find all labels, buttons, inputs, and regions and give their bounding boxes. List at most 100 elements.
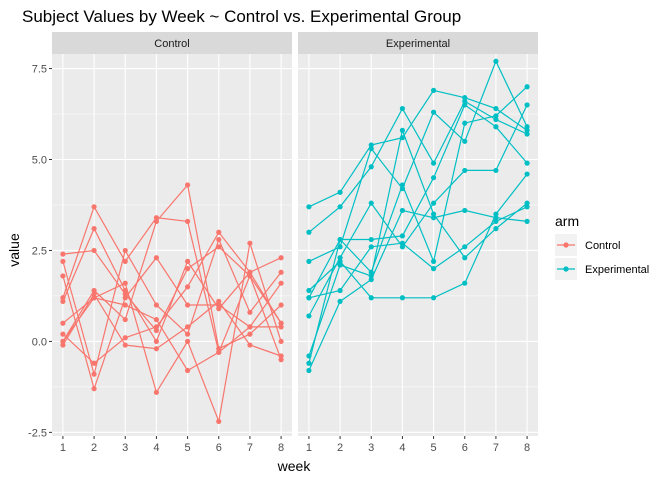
data-point	[247, 342, 253, 348]
data-point	[216, 236, 222, 243]
facet-strip	[298, 32, 538, 54]
data-point	[368, 295, 374, 301]
data-point	[184, 367, 191, 374]
legend: arm Control Experimental	[555, 213, 649, 280]
data-point	[122, 247, 128, 254]
series-line-2	[62, 205, 282, 355]
data-point	[306, 353, 312, 359]
data-point	[184, 182, 191, 188]
data-point	[524, 218, 530, 224]
data-point	[337, 262, 343, 268]
data-point	[184, 302, 191, 308]
data-point	[462, 207, 468, 214]
panel-background	[298, 54, 538, 436]
data-point	[184, 218, 191, 224]
data-point	[430, 109, 437, 115]
data-point	[493, 211, 499, 217]
data-point	[337, 236, 343, 243]
data-point	[60, 295, 66, 301]
data-point	[184, 338, 191, 345]
data-point	[60, 273, 66, 279]
data-point	[368, 273, 374, 279]
x-axis-title: week	[277, 458, 312, 474]
x-tick-label: 1	[60, 442, 66, 454]
x-tick-label: 8	[524, 442, 530, 454]
series-line-5	[62, 183, 282, 350]
data-point	[278, 320, 284, 326]
data-point	[337, 298, 343, 304]
data-point	[91, 226, 97, 232]
data-point	[399, 240, 406, 246]
panel-background	[52, 54, 292, 436]
series-line-4	[308, 86, 528, 299]
data-point	[184, 284, 191, 290]
data-point	[216, 298, 222, 304]
data-point	[399, 244, 406, 250]
facet-panel-control: Control 1 2 3 4 5 6 7 8 -2.5 0.0 2.5 5.0 7.5	[28, 32, 292, 454]
data-point	[306, 204, 312, 210]
x-tick-label: 7	[493, 442, 499, 454]
facet-strip-label: Control	[154, 38, 189, 50]
data-point	[493, 105, 499, 112]
x-tick-label: 4	[399, 442, 405, 454]
data-point	[216, 229, 222, 235]
data-point	[368, 164, 374, 170]
data-point	[524, 124, 530, 130]
data-point	[91, 287, 97, 294]
data-point	[122, 342, 128, 348]
data-point	[524, 171, 530, 177]
legend-label-experimental: Experimental	[585, 264, 649, 276]
data-point	[493, 215, 499, 221]
data-point	[524, 204, 530, 210]
series-line-4	[62, 246, 282, 360]
series-line-7	[62, 282, 282, 372]
x-tick-label: 8	[278, 442, 284, 454]
y-tick-label: 7.5	[32, 64, 47, 76]
legend-key-point	[563, 266, 569, 272]
data-point	[399, 182, 406, 188]
x-tick-label: 2	[337, 442, 343, 454]
data-point	[368, 269, 374, 275]
data-point	[153, 316, 160, 323]
data-point	[153, 218, 160, 224]
data-point	[430, 215, 437, 221]
data-point	[184, 266, 191, 272]
series-line-7	[308, 103, 528, 364]
y-tick-label: 5.0	[32, 155, 47, 167]
data-point	[399, 233, 406, 239]
data-point	[430, 160, 437, 166]
x-tick-label: 5	[431, 442, 437, 454]
data-point	[399, 295, 406, 301]
data-point	[247, 269, 253, 275]
data-point	[60, 338, 66, 345]
data-point	[153, 302, 160, 308]
data-point	[524, 127, 530, 133]
data-point	[399, 186, 406, 192]
y-tick-label: 2.5	[32, 245, 47, 257]
data-point	[184, 324, 191, 330]
x-tick-label: 7	[247, 442, 253, 454]
data-point	[278, 353, 284, 359]
data-point	[306, 295, 312, 301]
series-line-10	[62, 292, 282, 357]
series-line-8	[62, 227, 282, 343]
data-point	[306, 258, 312, 264]
data-point	[430, 211, 437, 217]
data-point	[153, 389, 160, 395]
series-line-9	[62, 256, 282, 391]
data-point	[337, 255, 343, 261]
data-point	[153, 255, 160, 261]
data-point	[216, 346, 222, 352]
x-tick-label: 4	[153, 442, 159, 454]
series-line-6	[62, 237, 282, 377]
data-point	[430, 258, 437, 264]
data-point	[247, 309, 253, 315]
data-point	[153, 215, 160, 221]
data-point	[60, 251, 66, 257]
data-point	[399, 105, 406, 112]
series-line-1	[308, 89, 528, 208]
data-point	[524, 84, 530, 90]
data-point	[430, 175, 437, 181]
facet-strip-label: Experimental	[386, 38, 450, 50]
